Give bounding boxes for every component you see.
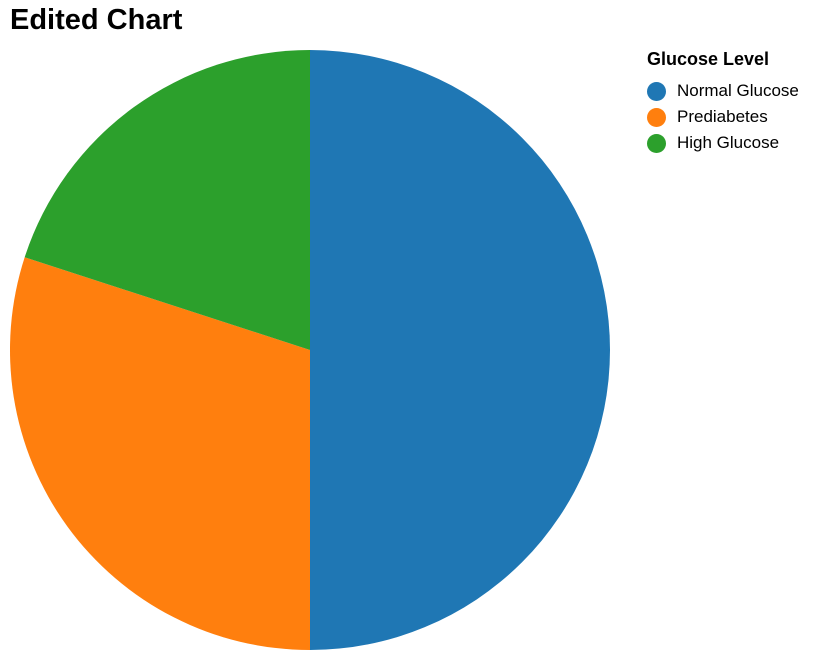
legend-title: Glucose Level [647,49,770,69]
legend: Glucose Level Normal Glucose Prediabetes… [647,49,799,156]
pie-slice-high-glucose [24,50,311,350]
legend-label-high-glucose: High Glucose [677,133,780,152]
legend-label-prediabetes: Prediabetes [677,107,768,126]
legend-swatch-prediabetes [647,107,666,127]
chart-title: Edited Chart [10,4,183,36]
pie-slice-normal-glucose [310,50,610,650]
legend-item-prediabetes: Prediabetes [647,104,799,130]
legend-label-normal-glucose: Normal Glucose [677,81,799,100]
legend-item-normal-glucose: Normal Glucose [647,78,799,104]
legend-item-high-glucose: High Glucose [647,130,799,156]
pie-slice-prediabetes [9,257,311,650]
legend-swatch-normal-glucose [647,81,666,101]
legend-swatch-high-glucose [647,133,666,153]
